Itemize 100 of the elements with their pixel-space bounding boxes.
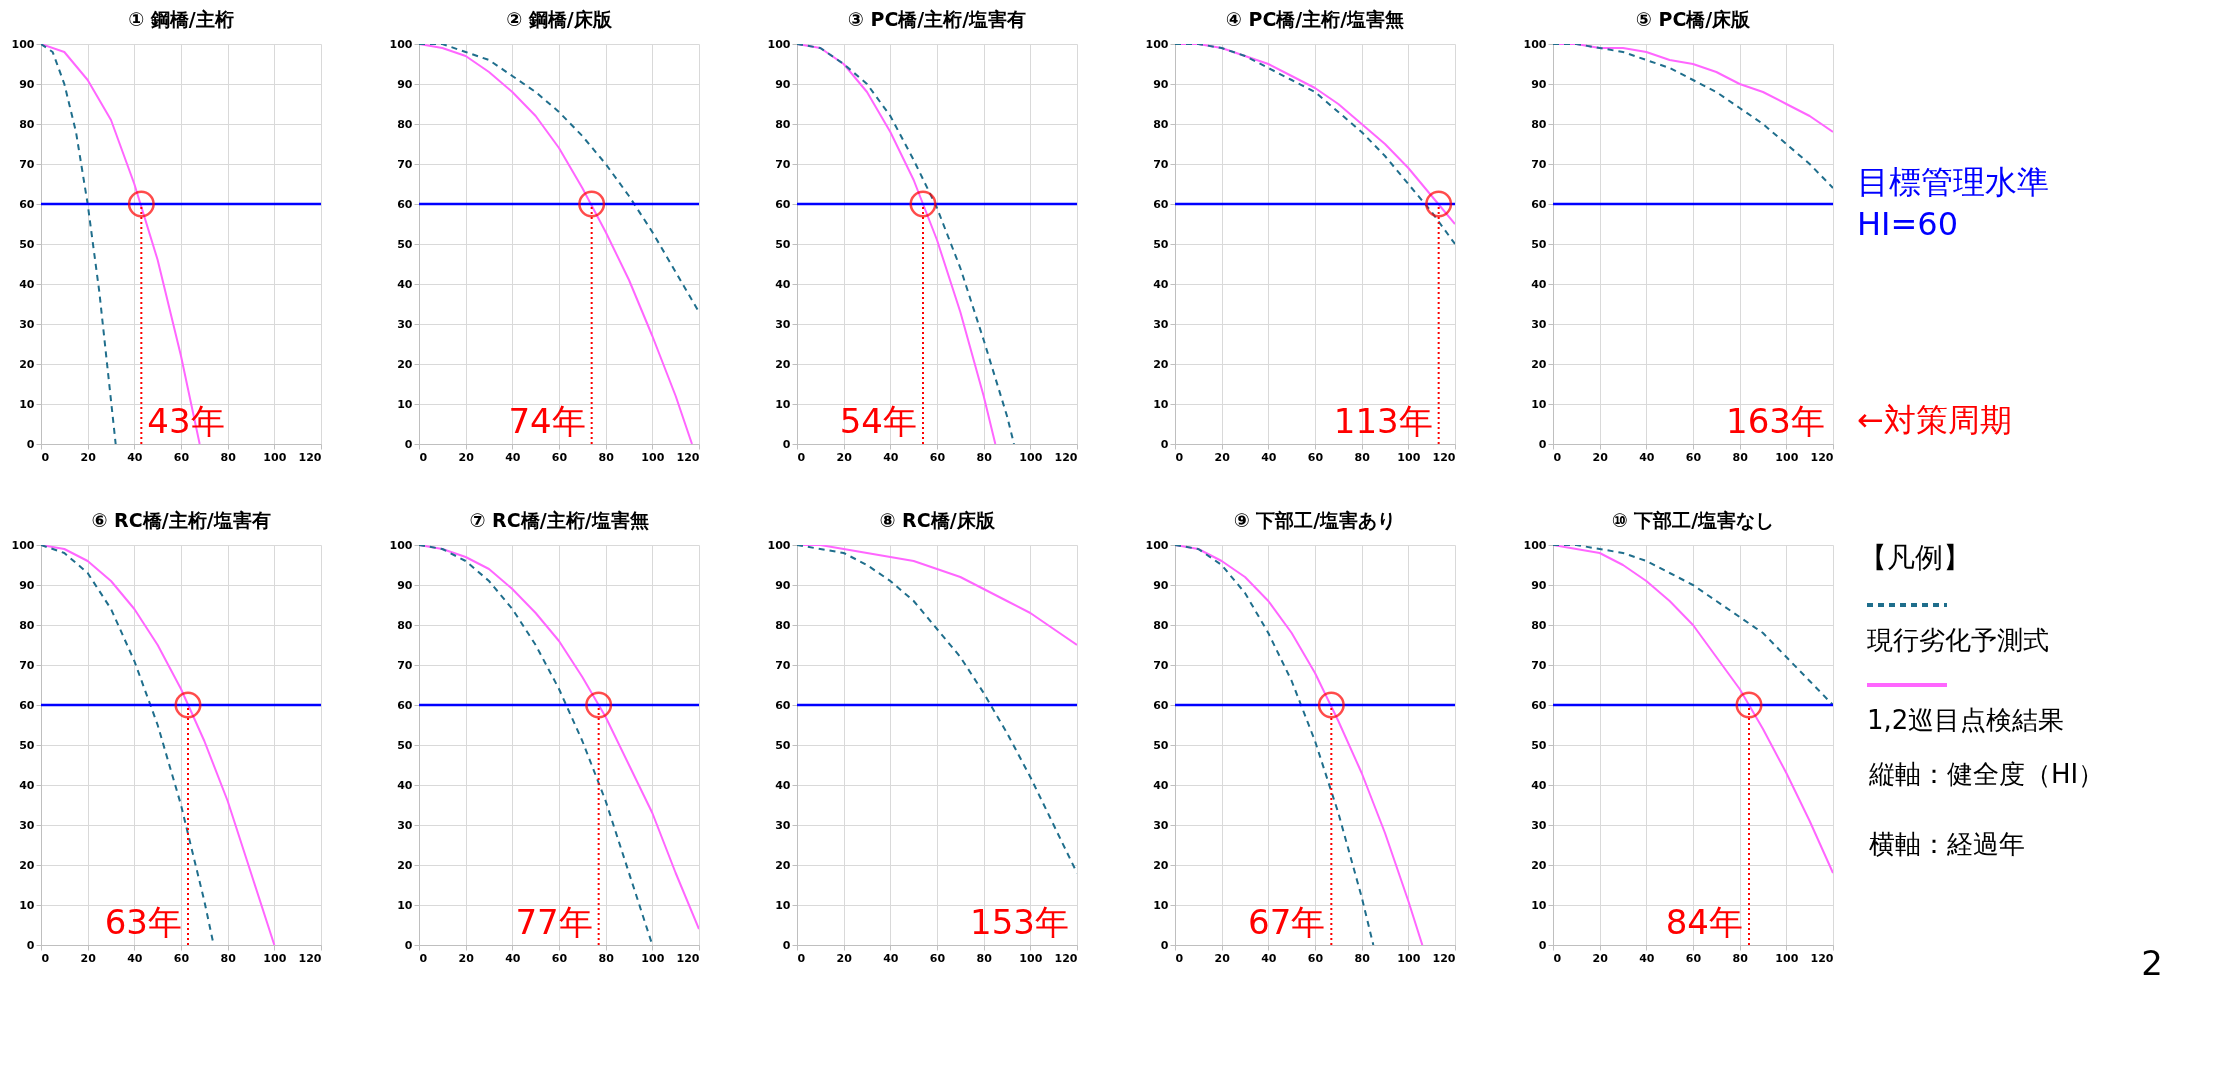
y-tick-label: 0 — [782, 437, 791, 451]
legend-title: 【凡例】 — [1859, 541, 1971, 574]
x-tick-label: 80 — [1732, 450, 1749, 464]
y-tick-label: 80 — [1531, 117, 1547, 131]
y-tick-label: 50 — [1531, 237, 1547, 251]
x-tick-label: 60 — [551, 450, 568, 464]
y-tick-label: 100 — [1523, 538, 1547, 552]
y-tick-label: 100 — [1145, 37, 1169, 51]
x-tick-label: 100 — [263, 951, 287, 965]
y-tick-label: 30 — [397, 317, 413, 331]
y-tick-label: 40 — [775, 277, 791, 291]
legend-label: 現行劣化予測式 — [1867, 625, 2049, 655]
y-tick-label: 20 — [1153, 858, 1169, 872]
y-tick-label: 100 — [11, 538, 35, 552]
x-tick-label: 100 — [641, 951, 665, 965]
y-tick-label: 10 — [1153, 898, 1169, 912]
y-tick-label: 90 — [19, 77, 35, 91]
y-tick-label: 50 — [397, 237, 413, 251]
y-tick-label: 70 — [19, 157, 35, 171]
x-tick-label: 40 — [505, 951, 521, 965]
annotation: 67年 — [1248, 902, 1326, 942]
chart-title: ⑩ 下部工/塩害なし — [1611, 509, 1775, 531]
text: ←対策周期 — [1857, 401, 2012, 439]
y-tick-label: 100 — [389, 37, 413, 51]
y-tick-label: 100 — [389, 538, 413, 552]
x-tick-label: 40 — [1639, 450, 1655, 464]
y-tick-label: 70 — [1153, 157, 1169, 171]
y-tick-label: 70 — [19, 658, 35, 672]
x-tick-label: 0 — [41, 951, 50, 965]
y-tick-label: 60 — [1531, 197, 1547, 211]
y-tick-label: 80 — [397, 618, 413, 632]
x-tick-label: 80 — [976, 951, 993, 965]
x-tick-label: 0 — [797, 951, 806, 965]
y-tick-label: 50 — [397, 738, 413, 752]
x-tick-label: 20 — [1214, 450, 1231, 464]
x-tick-label: 120 — [1432, 450, 1456, 464]
y-tick-label: 70 — [775, 658, 791, 672]
y-tick-label: 90 — [775, 578, 791, 592]
y-tick-label: 50 — [775, 738, 791, 752]
y-tick-label: 100 — [767, 538, 791, 552]
y-tick-label: 70 — [775, 157, 791, 171]
y-tick-label: 10 — [397, 898, 413, 912]
y-tick-label: 0 — [1160, 938, 1169, 952]
x-tick-label: 80 — [598, 951, 615, 965]
x-tick-label: 80 — [976, 450, 993, 464]
y-tick-label: 10 — [19, 397, 35, 411]
x-tick-label: 60 — [929, 450, 946, 464]
y-tick-label: 20 — [397, 357, 413, 371]
y-tick-label: 100 — [1523, 37, 1547, 51]
x-tick-label: 100 — [1775, 951, 1799, 965]
y-tick-label: 50 — [1531, 738, 1547, 752]
chart-title: ③ PC橋/主桁/塩害有 — [847, 8, 1027, 30]
x-tick-label: 80 — [1732, 951, 1749, 965]
y-tick-label: 60 — [775, 197, 791, 211]
x-tick-label: 100 — [1019, 951, 1043, 965]
x-tick-label: 40 — [883, 450, 899, 464]
x-tick-label: 0 — [1175, 951, 1184, 965]
y-tick-label: 0 — [1538, 437, 1547, 451]
chart-title: ⑥ RC橋/主桁/塩害有 — [91, 509, 271, 531]
text: 2 — [2141, 943, 2163, 983]
annotation: 63年 — [104, 902, 182, 942]
y-tick-label: 100 — [1145, 538, 1169, 552]
x-tick-label: 60 — [1307, 450, 1324, 464]
y-tick-label: 20 — [1153, 357, 1169, 371]
chart-title: ⑨ 下部工/塩害あり — [1233, 509, 1397, 531]
x-tick-label: 100 — [1775, 450, 1799, 464]
y-tick-label: 80 — [397, 117, 413, 131]
y-tick-label: 40 — [1153, 277, 1169, 291]
x-tick-label: 120 — [298, 951, 322, 965]
y-tick-label: 40 — [1531, 277, 1547, 291]
x-tick-label: 80 — [1354, 450, 1371, 464]
y-tick-label: 70 — [397, 157, 413, 171]
x-tick-label: 100 — [641, 450, 665, 464]
y-tick-label: 0 — [26, 938, 35, 952]
y-tick-label: 30 — [1531, 818, 1547, 832]
x-tick-label: 80 — [1354, 951, 1371, 965]
y-tick-label: 10 — [397, 397, 413, 411]
annotation: 77年 — [515, 902, 593, 942]
y-tick-label: 60 — [1531, 698, 1547, 712]
x-tick-label: 60 — [1685, 951, 1702, 965]
x-tick-label: 60 — [173, 450, 190, 464]
x-tick-label: 80 — [220, 951, 237, 965]
y-tick-label: 0 — [782, 938, 791, 952]
legend-label: 1,2巡目点検結果 — [1867, 705, 2065, 735]
x-tick-label: 20 — [836, 450, 853, 464]
y-tick-label: 90 — [775, 77, 791, 91]
y-tick-label: 40 — [1531, 778, 1547, 792]
y-tick-label: 40 — [397, 778, 413, 792]
y-tick-label: 70 — [397, 658, 413, 672]
y-tick-label: 80 — [19, 117, 35, 131]
y-tick-label: 50 — [19, 738, 35, 752]
y-tick-label: 60 — [397, 197, 413, 211]
y-tick-label: 0 — [1160, 437, 1169, 451]
y-tick-label: 10 — [1531, 397, 1547, 411]
x-tick-label: 60 — [1685, 450, 1702, 464]
y-tick-label: 100 — [11, 37, 35, 51]
y-tick-label: 10 — [19, 898, 35, 912]
y-tick-label: 20 — [397, 858, 413, 872]
y-tick-label: 60 — [775, 698, 791, 712]
annotation: 113年 — [1333, 401, 1433, 441]
